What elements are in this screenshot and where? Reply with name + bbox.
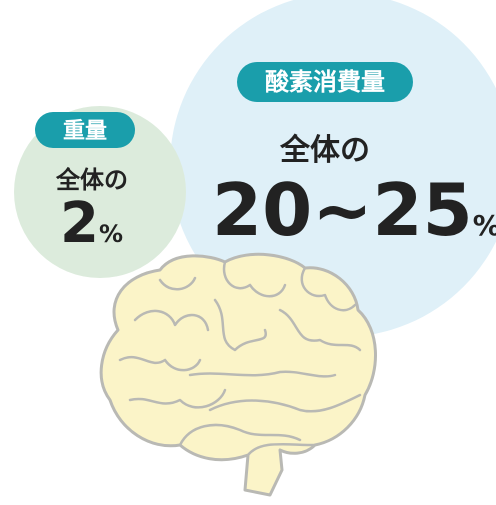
oxygen-value-line: 20~25% (212, 168, 496, 252)
infographic: 酸素消費量 全体の 20~25% 重量 全体の 2% (0, 0, 496, 501)
weight-label: 重量 (63, 119, 107, 144)
page: 酸素消費量 全体の 20~25% 重量 全体の 2% (() => { cons… (0, 0, 496, 501)
oxygen-unit: % (473, 209, 496, 242)
weight-prefix: 全体の (55, 166, 128, 194)
weight-unit: % (99, 220, 123, 248)
weight-value: 2 (60, 191, 99, 256)
oxygen-prefix: 全体の (279, 133, 370, 168)
brain-illustration (101, 254, 375, 495)
oxygen-value: 20~25 (212, 168, 473, 252)
oxygen-label: 酸素消費量 (265, 68, 385, 96)
